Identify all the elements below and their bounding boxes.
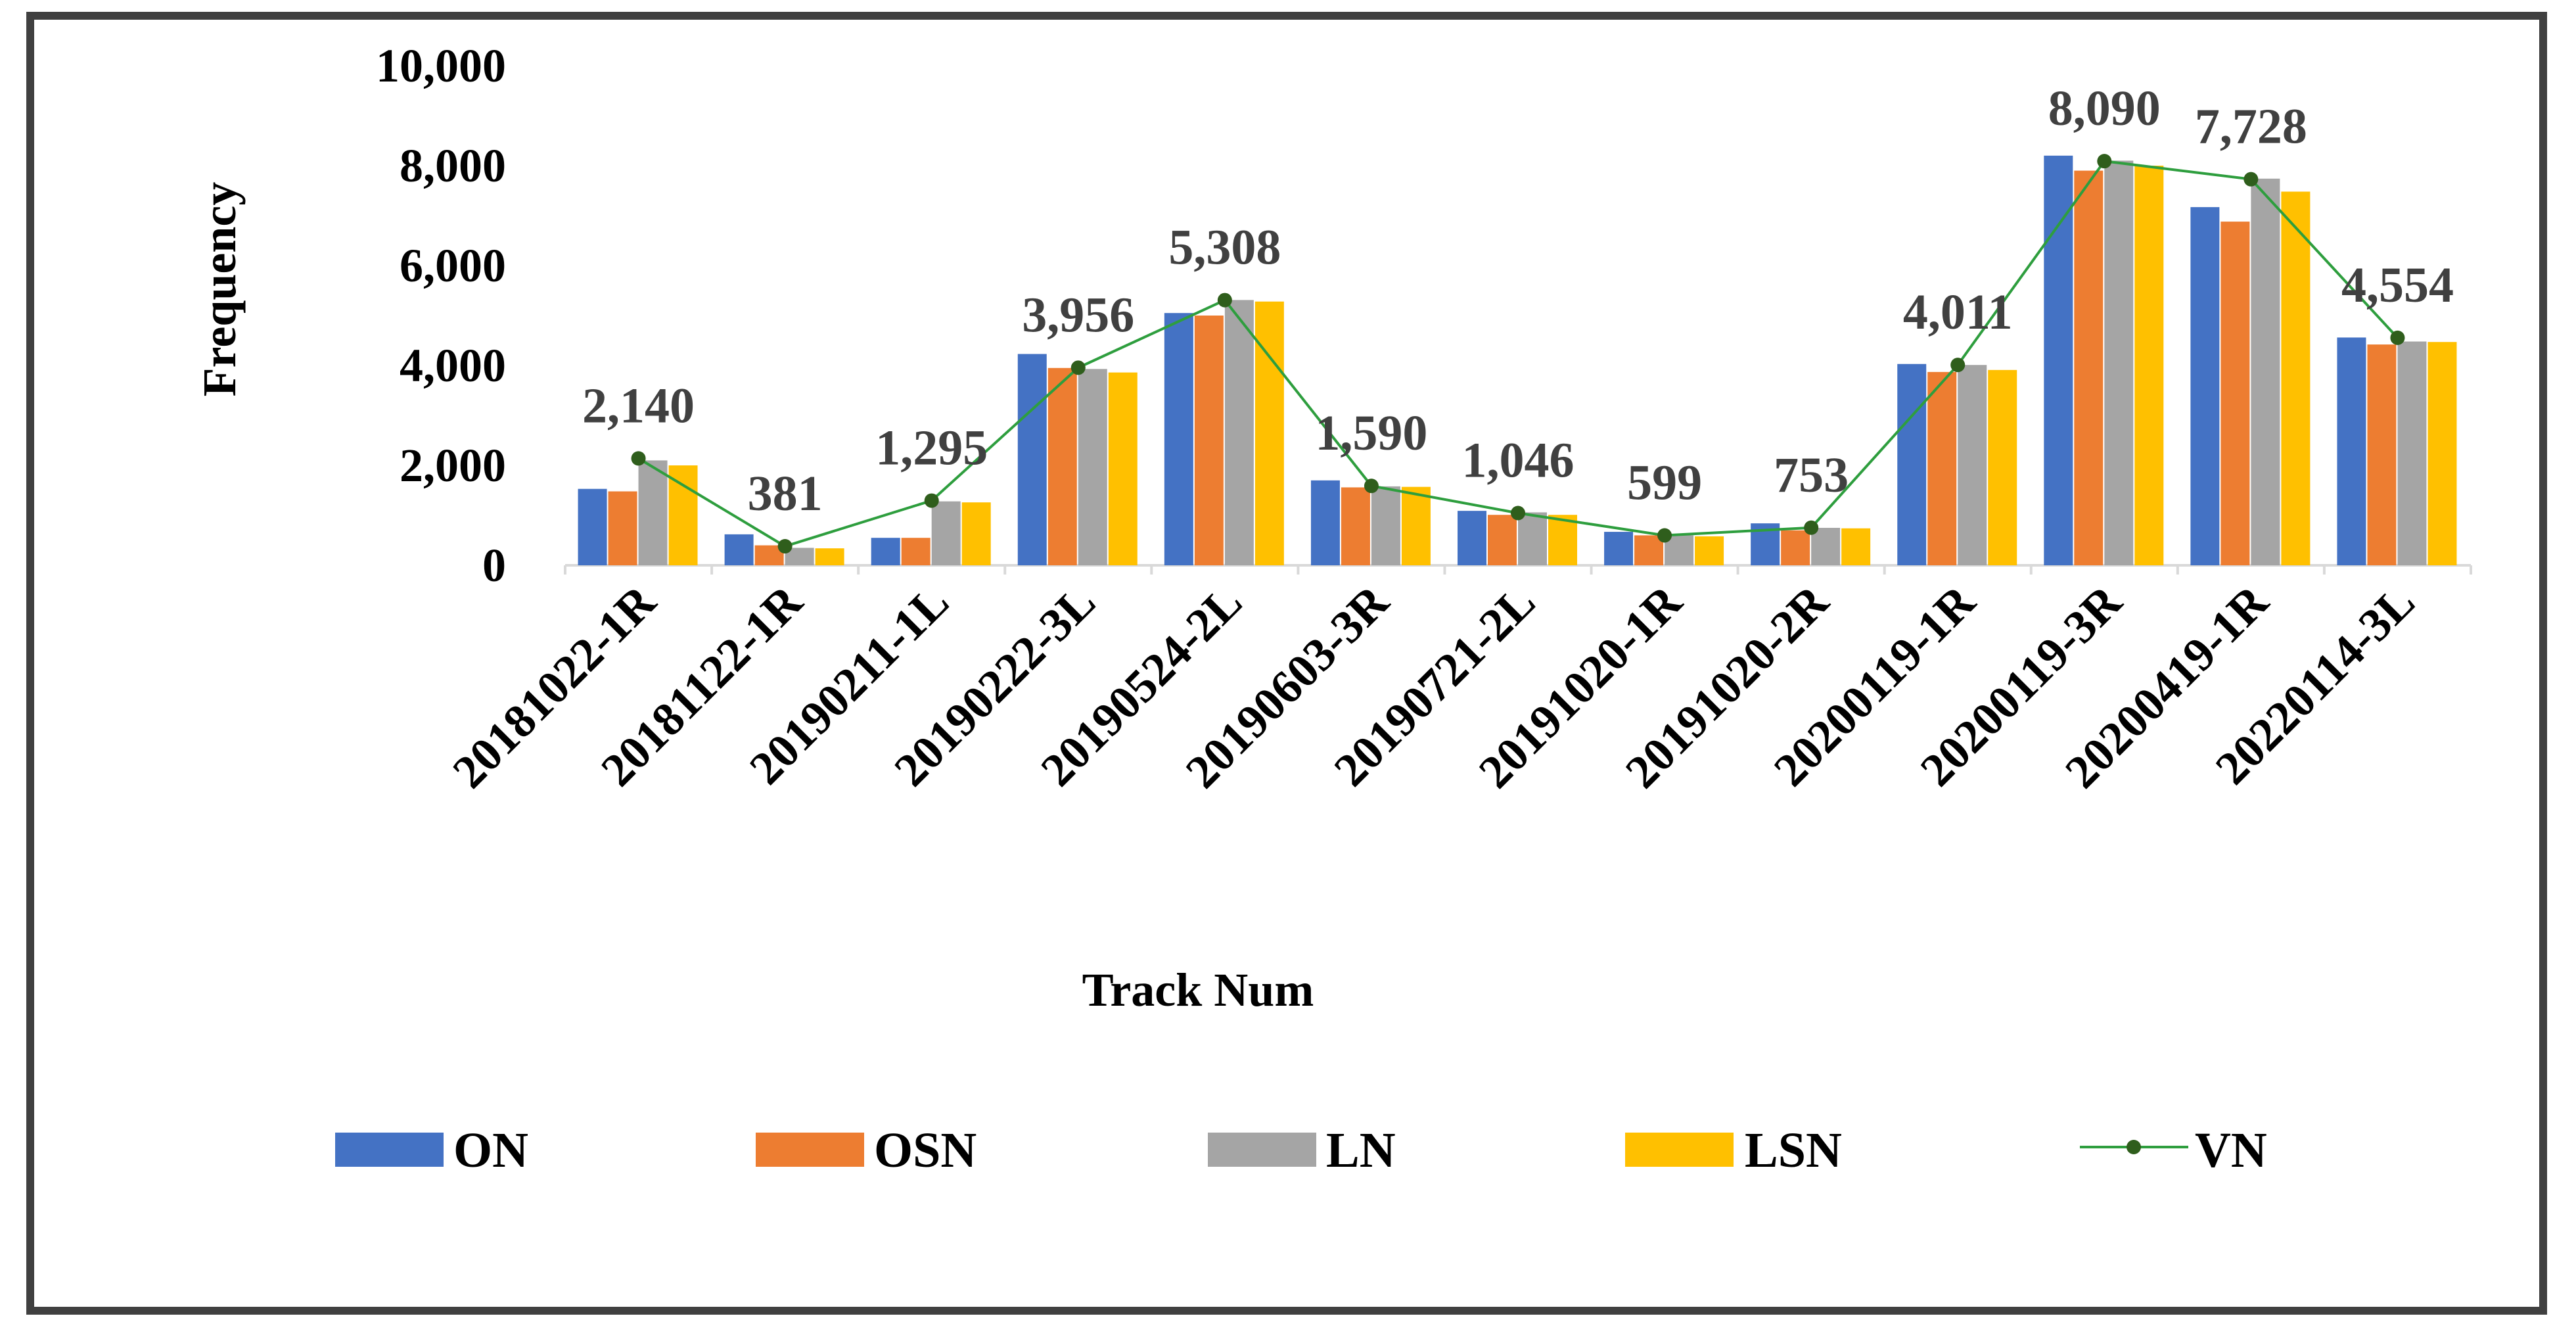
marker-vn-20190721-2L xyxy=(1511,505,1525,521)
bar-lsn-20200119-3R xyxy=(2134,166,2164,565)
bar-ln-20200419-1R xyxy=(2251,178,2280,565)
bar-osn-20191020-1R xyxy=(1634,535,1664,565)
data-label-20190603-3R: 1,590 xyxy=(1315,406,1427,461)
data-label-20200119-3R: 8,090 xyxy=(2048,81,2161,136)
marker-vn-20181022-1R xyxy=(631,451,646,466)
data-label-20190211-1L: 1,295 xyxy=(875,421,988,476)
bar-on-20190524-2L xyxy=(1164,313,1193,565)
data-label-20181022-1R: 2,140 xyxy=(582,378,695,433)
data-label-20181122-1R: 381 xyxy=(748,466,823,521)
bar-osn-20190524-2L xyxy=(1194,316,1224,565)
bar-on-20190222-3L xyxy=(1017,354,1047,565)
bar-osn-20220114-3L xyxy=(2367,344,2397,565)
marker-vn-20181122-1R xyxy=(777,539,793,554)
bar-ln-20190524-2L xyxy=(1224,300,1254,565)
bar-on-20200119-1R xyxy=(1897,364,1927,565)
bar-on-20220114-3L xyxy=(2337,337,2366,565)
marker-vn-20200419-1R xyxy=(2243,172,2259,187)
bar-lsn-20191020-2R xyxy=(1841,528,1871,565)
marker-vn-20200119-3R xyxy=(2097,154,2112,169)
bar-lsn-20191020-1R xyxy=(1695,536,1724,565)
bar-ln-20191020-2R xyxy=(1811,528,1841,565)
data-label-20190524-2L: 5,308 xyxy=(1168,220,1281,275)
y-tick-label: 2,000 xyxy=(400,439,506,492)
bar-osn-20190211-1L xyxy=(901,538,931,565)
y-tick-label: 4,000 xyxy=(400,339,506,392)
bar-ln-20190222-3L xyxy=(1078,369,1107,565)
marker-vn-20220114-3L xyxy=(2390,330,2405,345)
bar-on-20181122-1R xyxy=(724,534,754,565)
x-axis-title: Track Num xyxy=(1082,964,1314,1016)
bar-osn-20181022-1R xyxy=(608,491,637,565)
data-label-20200119-1R: 4,011 xyxy=(1903,285,2013,340)
data-label-20191020-1R: 599 xyxy=(1627,455,1702,510)
bar-ln-20220114-3L xyxy=(2397,341,2427,565)
bar-lsn-20190211-1L xyxy=(961,502,991,565)
bar-osn-20190721-2L xyxy=(1488,515,1517,565)
marker-vn-20191020-1R xyxy=(1657,528,1672,543)
bar-osn-20200419-1R xyxy=(2220,222,2250,565)
line-vn xyxy=(637,160,2399,548)
bar-on-20190603-3R xyxy=(1310,480,1340,565)
bar-lsn-20190603-3R xyxy=(1401,486,1431,565)
bar-on-20190721-2L xyxy=(1458,511,1486,565)
data-label-20220114-3L: 4,554 xyxy=(2341,258,2454,313)
bar-on-20190211-1L xyxy=(871,538,900,565)
bar-lsn-20190721-2L xyxy=(1548,515,1577,565)
marker-vn-20190603-3R xyxy=(1364,479,1379,494)
y-tick-label: 0 xyxy=(482,539,506,592)
legend-swatch-osn xyxy=(756,1133,864,1167)
legend-label-ln: LN xyxy=(1326,1123,1396,1178)
bar-lsn-20220114-3L xyxy=(2427,342,2457,565)
y-axis-title: Frequency xyxy=(193,182,246,397)
bar-lsn-20190524-2L xyxy=(1254,301,1284,565)
bar-lsn-20200119-1R xyxy=(1988,369,2017,565)
bar-ln-20190603-3R xyxy=(1371,486,1400,565)
legend-swatch-on xyxy=(335,1133,444,1167)
marker-vn-20190211-1L xyxy=(924,493,939,508)
legend-swatch-lsn xyxy=(1625,1133,1734,1167)
bar-osn-20191020-2R xyxy=(1781,530,1810,565)
bar-ln-20190211-1L xyxy=(931,501,961,565)
legend-swatch-vn-marker xyxy=(2127,1140,2141,1154)
data-label-20190721-2L: 1,046 xyxy=(1462,433,1575,488)
bar-lsn-20200419-1R xyxy=(2281,191,2311,565)
legend-label-lsn: LSN xyxy=(1745,1123,1842,1178)
bar-ln-20181022-1R xyxy=(638,460,668,565)
bar-osn-20190603-3R xyxy=(1341,487,1370,565)
legend-label-on: ON xyxy=(453,1123,528,1178)
bar-osn-20200119-1R xyxy=(1927,371,1957,565)
bar-lsn-20181022-1R xyxy=(668,465,698,565)
marker-vn-20190524-2L xyxy=(1217,293,1232,308)
legend-swatch-ln xyxy=(1208,1133,1316,1167)
data-label-20190222-3L: 3,956 xyxy=(1022,287,1134,342)
bar-on-20200419-1R xyxy=(2190,207,2220,566)
marker-vn-20200119-1R xyxy=(1950,358,1966,373)
bar-osn-20190222-3L xyxy=(1047,367,1077,565)
bar-on-20191020-1R xyxy=(1604,532,1634,565)
legend-label-osn: OSN xyxy=(874,1123,977,1178)
bar-ln-20200119-1R xyxy=(1958,365,1987,565)
legend-label-vn: VN xyxy=(2195,1123,2267,1178)
marker-vn-20191020-2R xyxy=(1804,520,1819,535)
y-tick-label: 10,000 xyxy=(376,39,506,92)
bar-on-20200119-3R xyxy=(2044,155,2073,566)
data-label-20191020-2R: 753 xyxy=(1774,448,1849,503)
bar-ln-20190721-2L xyxy=(1518,512,1547,565)
data-label-20200419-1R: 7,728 xyxy=(2195,99,2307,154)
legend: ON OSN LN LSN VN xyxy=(335,1123,2267,1178)
y-tick-label: 6,000 xyxy=(400,239,506,292)
bar-on-20181022-1R xyxy=(578,488,607,565)
bar-osn-20200119-3R xyxy=(2074,170,2104,566)
y-tick-label: 8,000 xyxy=(400,139,506,192)
bar-lsn-20181122-1R xyxy=(815,548,844,565)
bar-lsn-20190222-3L xyxy=(1108,372,1138,565)
marker-vn-20190222-3L xyxy=(1070,360,1086,375)
bar-ln-20200119-3R xyxy=(2104,160,2134,565)
